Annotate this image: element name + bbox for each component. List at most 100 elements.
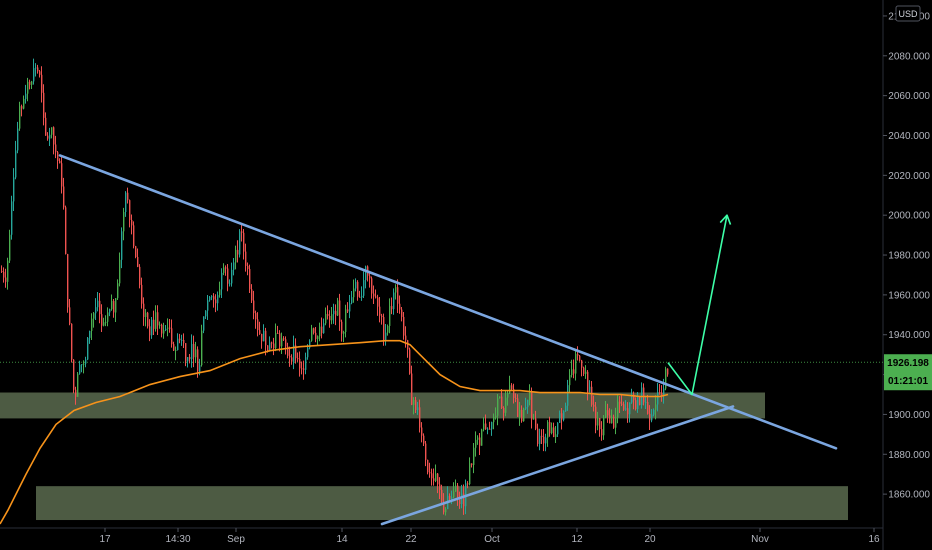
candle [239, 229, 241, 258]
candle-body [567, 385, 569, 406]
candle-body [493, 417, 495, 423]
candle-body [39, 71, 41, 75]
candle [435, 464, 437, 483]
candle [587, 369, 589, 401]
candle-body [397, 287, 399, 304]
currency-badge[interactable]: USD [895, 5, 921, 22]
candle [133, 221, 135, 249]
last-price-badge: 1926.198 01:21:01 [884, 354, 932, 391]
candle-body [33, 68, 35, 82]
candle [173, 341, 175, 352]
candle [345, 304, 347, 338]
candle-body [245, 251, 247, 266]
candle [523, 407, 525, 422]
candle-body [599, 417, 601, 430]
descending-trendline[interactable] [58, 154, 838, 450]
candle [615, 407, 617, 435]
candle [601, 421, 603, 441]
projection-path[interactable] [667, 215, 728, 396]
candle-body [617, 401, 619, 418]
candle-body [275, 332, 277, 349]
candle [341, 319, 343, 342]
candle [185, 343, 187, 367]
candle [125, 191, 127, 217]
candle [503, 406, 505, 421]
candle [1, 265, 3, 273]
triangle-trendlines[interactable] [58, 154, 838, 526]
candle-body [235, 249, 237, 263]
candle [253, 290, 255, 320]
projection-arrow[interactable] [667, 214, 732, 396]
candle [337, 297, 339, 316]
candle-body [319, 326, 321, 337]
candle [469, 457, 471, 486]
candle [73, 359, 75, 394]
candle [219, 281, 221, 298]
candle-body [487, 428, 489, 430]
x-tick-label: 12 [571, 534, 583, 545]
candle [191, 334, 193, 368]
candle-body [595, 406, 597, 426]
candle-body [61, 163, 63, 187]
candle [397, 279, 399, 313]
candle [605, 400, 607, 419]
candle-body [213, 296, 215, 300]
candle-body [387, 325, 389, 333]
candle [427, 459, 429, 475]
ascending-trendline[interactable] [380, 405, 735, 526]
candle-body [639, 396, 641, 405]
candle [177, 333, 179, 351]
candle-body [83, 363, 85, 365]
candle-body [631, 394, 633, 403]
y-tick-label: 1900.000 [888, 410, 930, 421]
candle-body [191, 343, 193, 360]
candle [241, 224, 243, 242]
candle [353, 279, 355, 303]
candle [557, 422, 559, 438]
candle [91, 313, 93, 340]
candle-body [195, 349, 197, 358]
candle [665, 366, 667, 391]
candle-body [217, 295, 219, 304]
candle-body [403, 316, 405, 336]
candle [101, 304, 103, 332]
candle [625, 400, 627, 411]
candle-body [379, 306, 381, 316]
candle [573, 359, 575, 379]
candle-body [287, 346, 289, 356]
candle [129, 199, 131, 228]
candle-body [425, 443, 427, 460]
candle-body [47, 135, 49, 139]
candle [549, 416, 551, 437]
candle [571, 359, 573, 378]
candle-body [9, 234, 11, 261]
candle-body [605, 410, 607, 418]
candle-body [655, 404, 657, 410]
candle [373, 285, 375, 305]
candle [149, 319, 151, 342]
candle-body [479, 437, 481, 446]
candle [67, 253, 69, 313]
candle [3, 267, 5, 283]
candle-body [473, 447, 475, 465]
candle-body [17, 128, 19, 151]
candle-body [573, 369, 575, 374]
candle-body [539, 435, 541, 444]
candle [597, 411, 599, 431]
candle [413, 397, 415, 415]
candle [111, 294, 113, 311]
candle [387, 324, 389, 336]
candle-body [637, 396, 639, 409]
candle-body [273, 343, 275, 349]
candle [13, 168, 15, 212]
candle [205, 310, 207, 319]
candle [541, 429, 543, 445]
candle [271, 341, 273, 349]
candle [117, 279, 119, 301]
candle-body [353, 288, 355, 298]
candle-body [69, 307, 71, 324]
candle-body [419, 407, 421, 428]
candle-body [471, 463, 473, 465]
